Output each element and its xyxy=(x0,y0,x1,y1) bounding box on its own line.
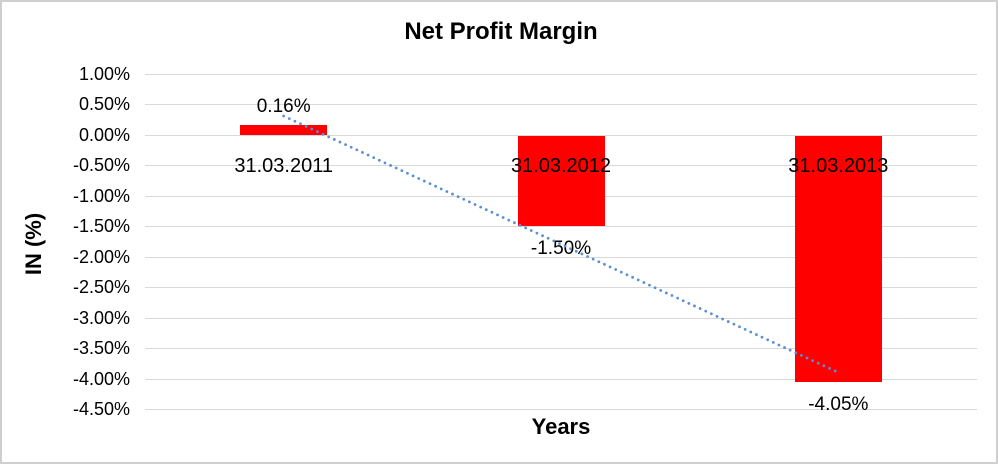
category-label: 31.03.2012 xyxy=(510,154,612,177)
y-tick-label: -1.50% xyxy=(72,216,130,237)
y-tick-label: -4.50% xyxy=(72,399,130,419)
bar xyxy=(517,135,605,227)
data-label: 0.16% xyxy=(256,96,311,118)
chart-title: Net Profit Margin xyxy=(404,18,598,45)
y-tick-label: 1.00% xyxy=(78,64,130,84)
data-label: -1.50% xyxy=(530,238,592,260)
y-tick-label: -2.00% xyxy=(72,246,130,267)
y-tick-label: -0.50% xyxy=(72,155,130,176)
data-label: -4.05% xyxy=(808,393,869,415)
y-tick-label: -4.00% xyxy=(72,368,130,389)
y-tick-label: 0.00% xyxy=(78,124,130,145)
category-label: 31.03.2011 xyxy=(234,154,333,177)
category-label: 31.03.2013 xyxy=(788,154,889,177)
bar xyxy=(240,125,328,135)
y-axis-tick-labels: 1.00% 0.50% 0.00% -0.50% -1.00% -1.50% -2.00% -… xyxy=(2,2,130,462)
gridline xyxy=(145,74,977,75)
x-axis-title: Years xyxy=(531,414,591,439)
gridline xyxy=(145,409,977,410)
y-tick-label: -3.00% xyxy=(72,307,130,328)
y-tick-label: -3.50% xyxy=(72,338,130,359)
gridline xyxy=(145,104,977,106)
y-tick-label: 0.50% xyxy=(78,94,130,115)
y-tick-label: -2.50% xyxy=(72,277,130,298)
gridline xyxy=(145,378,977,380)
y-tick-label: -1.00% xyxy=(72,185,130,206)
